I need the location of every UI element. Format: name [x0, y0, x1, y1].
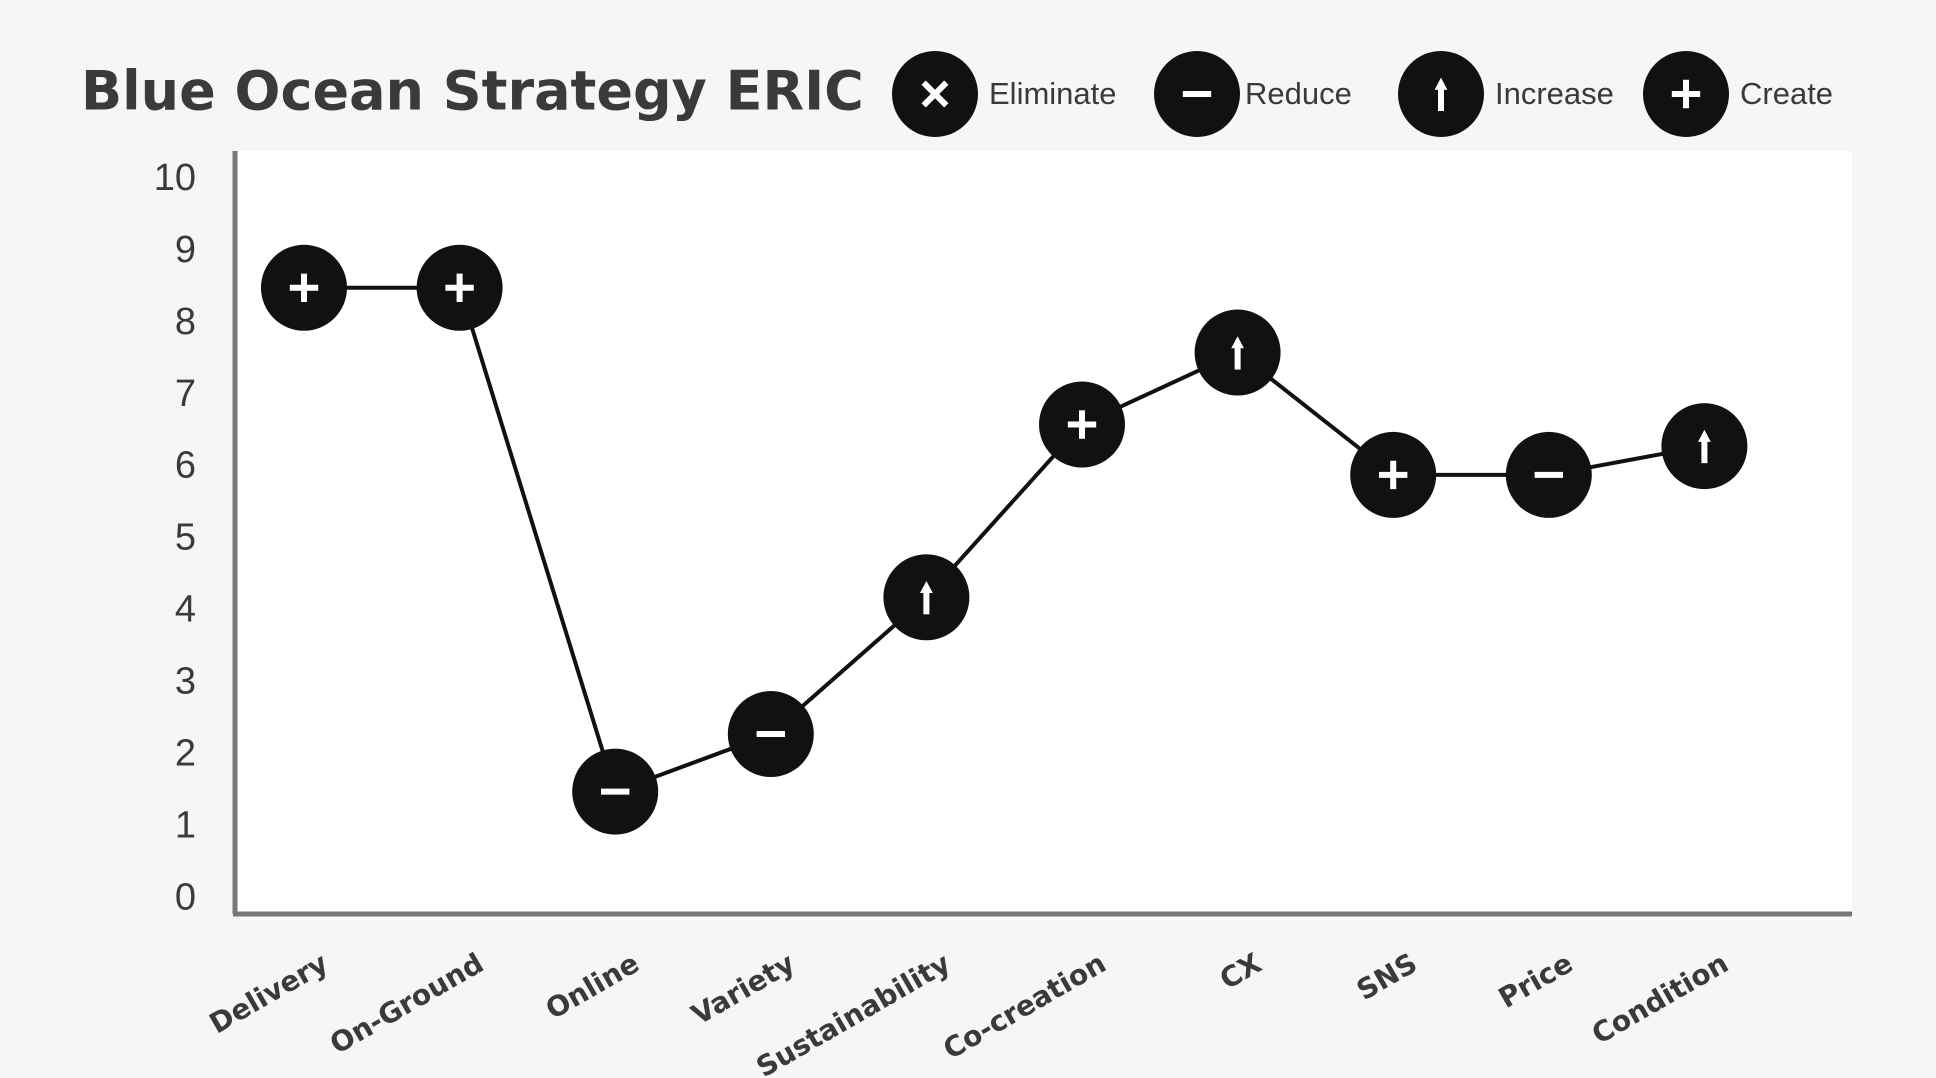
x-tick-label: Co-creation — [938, 946, 1112, 1066]
legend-label: Reduce — [1245, 76, 1352, 111]
marker — [416, 244, 503, 331]
legend-label: Increase — [1495, 76, 1614, 111]
marker-icon — [920, 580, 933, 594]
y-tick-label: 0 — [175, 877, 196, 919]
marker-icon — [1434, 77, 1448, 90]
y-tick-label: 6 — [175, 445, 196, 487]
y-tick-label: 4 — [175, 589, 196, 631]
marker — [1039, 381, 1125, 468]
marker-icon — [921, 80, 949, 108]
line — [304, 285, 1705, 795]
legend-label: Create — [1740, 76, 1833, 111]
marker-icon — [1671, 79, 1701, 109]
y-tick-label: 9 — [175, 229, 196, 271]
x-tick-label: SNS — [1351, 946, 1423, 1006]
x-tick-label: Delivery — [204, 946, 334, 1040]
marker — [892, 51, 978, 137]
marker — [1398, 51, 1484, 137]
marker — [572, 748, 659, 835]
x-tick-label: Price — [1493, 946, 1578, 1014]
y-tick-label: 8 — [175, 301, 196, 343]
marker — [1643, 51, 1729, 137]
y-tick-label: 5 — [175, 517, 196, 559]
x-tick-label: On-Ground — [324, 946, 489, 1060]
x-tick-label: CX — [1214, 946, 1267, 996]
chart-title: Blue Ocean Strategy ERIC — [81, 60, 864, 123]
x-tick-label: Online — [540, 946, 645, 1026]
x-tick-label: Variety — [686, 946, 800, 1031]
marker — [883, 554, 970, 641]
marker — [1350, 431, 1437, 518]
legend-label: Eliminate — [989, 76, 1117, 111]
marker — [1154, 51, 1240, 137]
marker — [261, 244, 347, 331]
marker-icon — [445, 273, 474, 302]
marker-icon — [1698, 429, 1711, 442]
marker — [1505, 431, 1592, 518]
marker — [727, 691, 814, 778]
plot-area — [235, 151, 1852, 914]
marker — [1661, 403, 1748, 490]
marker-icon — [1379, 460, 1408, 490]
x-tick-label: Condition — [1586, 946, 1734, 1050]
y-tick-label: 7 — [175, 373, 196, 415]
marker-icon — [289, 273, 319, 302]
marker-icon — [1067, 410, 1097, 439]
y-tick-label: 2 — [175, 733, 196, 775]
y-tick-label: 3 — [175, 661, 196, 703]
y-tick-label: 1 — [175, 805, 196, 847]
y-tick-label: 10 — [154, 157, 196, 199]
marker — [1194, 309, 1281, 396]
marker-icon — [1231, 336, 1244, 349]
